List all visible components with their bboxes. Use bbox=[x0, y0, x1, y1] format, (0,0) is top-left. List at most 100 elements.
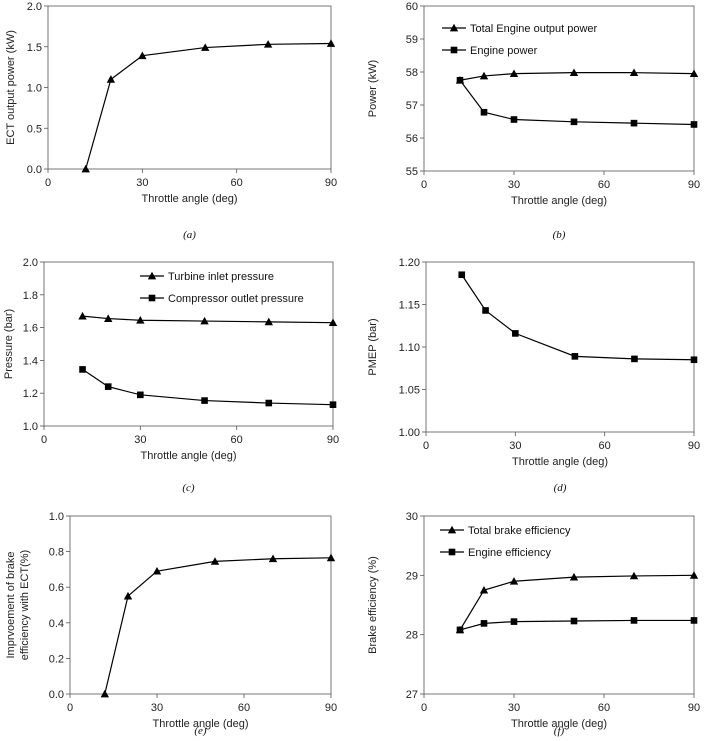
panel-b: 55 56 57 58 59 60 0 30 60 90 Throttle angle (deg) P… bbox=[367, 1, 700, 241]
legend-marker bbox=[147, 271, 157, 280]
y-axis-label: PMEP (bar) bbox=[367, 318, 379, 375]
data-point bbox=[456, 626, 464, 634]
data-point bbox=[106, 75, 116, 83]
data-point bbox=[201, 43, 210, 51]
data-point bbox=[630, 119, 638, 127]
x-tick-label: 60 bbox=[598, 702, 610, 714]
data-point bbox=[328, 318, 338, 327]
data-point bbox=[629, 571, 639, 580]
panel-caption: (b) bbox=[553, 229, 566, 241]
data-point bbox=[100, 689, 109, 698]
data-point bbox=[456, 76, 464, 84]
x-axis-label: Throttle angle (deg) bbox=[511, 718, 607, 730]
legend-marker bbox=[448, 548, 456, 556]
y-tick-label: 1.05 bbox=[399, 385, 420, 397]
y-tick-label: 2.0 bbox=[27, 1, 42, 13]
data-point bbox=[78, 311, 87, 320]
data-point bbox=[479, 585, 489, 594]
y-tick-label: 0.5 bbox=[27, 123, 42, 135]
data-point bbox=[512, 330, 519, 337]
data-point bbox=[210, 557, 220, 565]
y-tick-label: 1.6 bbox=[23, 323, 38, 335]
series-line-square bbox=[459, 79, 695, 126]
y-axis-label: Pressure (bar) bbox=[3, 309, 15, 379]
x-tick-label: 90 bbox=[688, 702, 700, 714]
legend-label: Total Engine output power bbox=[470, 23, 598, 35]
x-tick-label: 60 bbox=[599, 440, 611, 452]
x-axis-label: Throttle angle (deg) bbox=[512, 456, 608, 468]
y-tick-label: 28 bbox=[406, 630, 418, 642]
series-line-triangle bbox=[85, 42, 332, 170]
y-tick-label: 1.0 bbox=[27, 83, 42, 95]
panel-caption: (f) bbox=[554, 725, 565, 737]
data-point bbox=[510, 116, 518, 123]
y-tick-label: 1.15 bbox=[399, 300, 420, 312]
panel-a: 0.0 0.5 1.0 1.5 2.0 0 30 60 90 Throttle angle (de… bbox=[5, 1, 337, 241]
data-point bbox=[264, 317, 273, 326]
plot-frame bbox=[69, 515, 332, 695]
x-tick-label: 30 bbox=[508, 179, 520, 191]
x-tick-label: 30 bbox=[151, 702, 163, 714]
x-tick-label: 0 bbox=[423, 440, 429, 452]
data-point bbox=[479, 71, 489, 80]
y-tick-label: 2.0 bbox=[23, 257, 38, 269]
x-tick-label: 0 bbox=[421, 179, 427, 191]
data-point bbox=[629, 68, 639, 77]
y-tick-label: 1.2 bbox=[23, 388, 38, 400]
y-axis-label-line: efficiency with ECT(%) bbox=[19, 550, 31, 660]
y-tick-label: 60 bbox=[406, 1, 418, 13]
panel-d: 1.00 1.05 1.10 1.15 1.20 0 30 60 90 Throttle angl… bbox=[367, 257, 700, 494]
y-tick-label: 59 bbox=[406, 34, 418, 46]
panel-c: 1.0 1.2 1.4 1.6 1.8 2.0 0 30 60 90 Throttle angle … bbox=[3, 257, 339, 494]
y-tick-label: 1.5 bbox=[27, 42, 42, 54]
data-point bbox=[689, 69, 699, 78]
y-tick-label: 1.10 bbox=[399, 342, 420, 354]
y-axis-label: ECT output power (kW) bbox=[5, 30, 17, 145]
y-tick-label: 1.00 bbox=[399, 427, 420, 439]
legend-marker bbox=[148, 294, 156, 302]
y-axis-label: Power (kW) bbox=[367, 60, 379, 117]
legend-marker bbox=[450, 46, 458, 54]
y-tick-label: 0.6 bbox=[49, 582, 64, 594]
series-line-triangle bbox=[459, 72, 695, 81]
panel-caption: (d) bbox=[554, 482, 567, 494]
y-tick-label: 27 bbox=[406, 689, 418, 701]
data-point bbox=[136, 316, 145, 324]
y-tick-label: 0.4 bbox=[49, 618, 64, 630]
data-point bbox=[329, 401, 337, 408]
y-tick-label: 1.20 bbox=[399, 257, 420, 269]
data-point bbox=[263, 40, 273, 48]
data-point bbox=[571, 353, 579, 360]
data-point bbox=[104, 314, 113, 322]
y-tick-label: 55 bbox=[406, 166, 418, 178]
plot-frame bbox=[423, 5, 695, 172]
legend-label: Engine efficiency bbox=[468, 547, 551, 559]
legend-label: Compressor outlet pressure bbox=[168, 293, 304, 305]
series-line-square bbox=[459, 619, 694, 631]
data-point bbox=[630, 617, 638, 624]
series-line-triangle bbox=[459, 574, 695, 631]
legend-marker bbox=[447, 525, 457, 534]
y-tick-label: 0.2 bbox=[49, 653, 64, 665]
y-tick-label: 1.8 bbox=[23, 290, 38, 302]
y-tick-label: 58 bbox=[406, 67, 418, 79]
y-axis-label: Brake efficiency (%) bbox=[367, 556, 379, 654]
x-tick-label: 30 bbox=[508, 702, 520, 714]
series-line-triangle bbox=[104, 557, 332, 695]
data-point bbox=[569, 572, 579, 581]
x-tick-label: 60 bbox=[598, 179, 610, 191]
legend-label: Engine power bbox=[470, 45, 538, 57]
y-tick-label: 56 bbox=[406, 133, 418, 145]
data-point bbox=[201, 397, 208, 404]
x-tick-label: 30 bbox=[136, 177, 148, 189]
data-point bbox=[268, 554, 278, 563]
data-point bbox=[123, 591, 133, 600]
y-tick-label: 30 bbox=[406, 511, 418, 523]
y-tick-label: 57 bbox=[406, 100, 418, 112]
x-tick-label: 90 bbox=[327, 434, 339, 446]
data-point bbox=[200, 316, 209, 325]
panel-f: 27 28 29 30 0 30 60 90 Throttle angle (deg) Brake… bbox=[367, 511, 700, 737]
data-point bbox=[482, 307, 489, 314]
data-point bbox=[690, 121, 698, 128]
y-axis-label-line: Imprvoement of brake bbox=[5, 552, 17, 659]
